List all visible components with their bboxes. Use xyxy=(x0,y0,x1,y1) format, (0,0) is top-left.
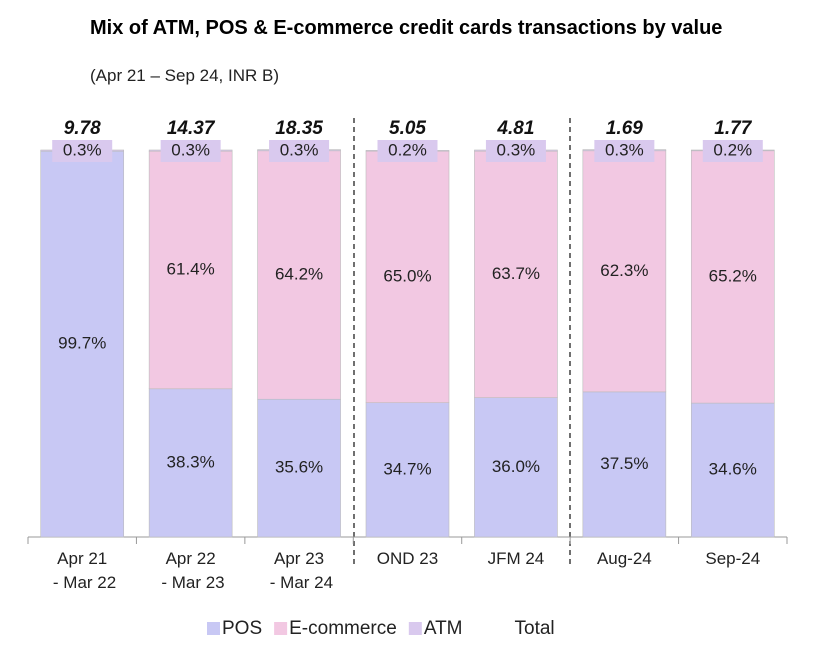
total-label: 9.78 xyxy=(64,118,101,139)
data-label: 0.2% xyxy=(713,140,752,159)
total-label: 5.05 xyxy=(389,118,426,139)
bar-segment xyxy=(690,150,775,404)
data-label: 34.7% xyxy=(383,459,431,478)
bar-segment xyxy=(148,388,233,538)
bar-segment xyxy=(474,150,558,398)
legend-label: ATM xyxy=(424,618,463,639)
legend-label: E-commerce xyxy=(289,618,397,639)
bar-segment xyxy=(365,402,450,538)
data-label: 0.3% xyxy=(605,140,644,159)
total-label: 1.77 xyxy=(714,118,752,139)
data-label: 65.0% xyxy=(383,266,431,285)
x-tick-label: JFM 24 xyxy=(488,549,545,568)
legend-swatch xyxy=(274,622,288,635)
total-label: 18.35 xyxy=(275,118,323,139)
data-label: 36.0% xyxy=(492,457,540,476)
x-tick-label: Sep-24 xyxy=(705,549,760,568)
legend-label: Total xyxy=(515,618,555,639)
total-label: 1.69 xyxy=(606,118,643,139)
data-label: 0.3% xyxy=(171,140,210,159)
data-label: 64.2% xyxy=(275,264,323,283)
x-tick-label: Aug-24 xyxy=(597,549,652,568)
bar-segment xyxy=(257,398,341,538)
label-background xyxy=(52,140,113,162)
total-label: 14.37 xyxy=(167,118,216,139)
bar-segment xyxy=(257,150,341,400)
data-label: 35.6% xyxy=(275,458,323,477)
bar-segment xyxy=(365,150,450,404)
bar-segment xyxy=(148,150,233,390)
legend-swatch xyxy=(207,622,220,635)
data-label: 65.2% xyxy=(709,266,757,285)
data-label: 34.6% xyxy=(709,460,757,479)
label-background xyxy=(160,140,221,162)
legend-swatch xyxy=(408,622,422,635)
data-label: 0.3% xyxy=(280,140,319,159)
x-tick-label: OND 23 xyxy=(377,549,438,568)
label-background xyxy=(377,140,438,162)
legend-label: POS xyxy=(222,618,262,639)
bar-segment xyxy=(690,402,775,538)
chart-subtitle: (Apr 21 – Sep 24, INR B) xyxy=(90,66,279,85)
data-label: 99.7% xyxy=(58,334,106,353)
chart-title: Mix of ATM, POS & E-commerce credit card… xyxy=(90,17,723,39)
label-background xyxy=(485,140,546,162)
total-label: 4.81 xyxy=(496,118,534,139)
data-label: 0.3% xyxy=(63,140,102,159)
x-tick-label: Apr 21 - Mar 22 xyxy=(48,549,116,592)
label-background xyxy=(269,140,330,162)
data-label: 62.3% xyxy=(600,261,648,280)
data-label: 61.4% xyxy=(167,259,215,278)
bar-segment xyxy=(474,397,558,538)
data-label: 0.2% xyxy=(388,140,427,159)
x-tick-label: Apr 22 - Mar 23 xyxy=(157,549,225,592)
data-label: 63.7% xyxy=(492,264,540,283)
bar-segment xyxy=(582,150,667,393)
label-background xyxy=(594,140,655,162)
label-background xyxy=(702,140,763,162)
bar-segment xyxy=(40,150,125,538)
data-label: 37.5% xyxy=(600,454,648,473)
bar-segment xyxy=(582,391,667,538)
data-label: 38.3% xyxy=(167,452,215,471)
data-label: 0.3% xyxy=(497,140,536,159)
x-tick-label: Apr 23 - Mar 24 xyxy=(265,549,333,592)
